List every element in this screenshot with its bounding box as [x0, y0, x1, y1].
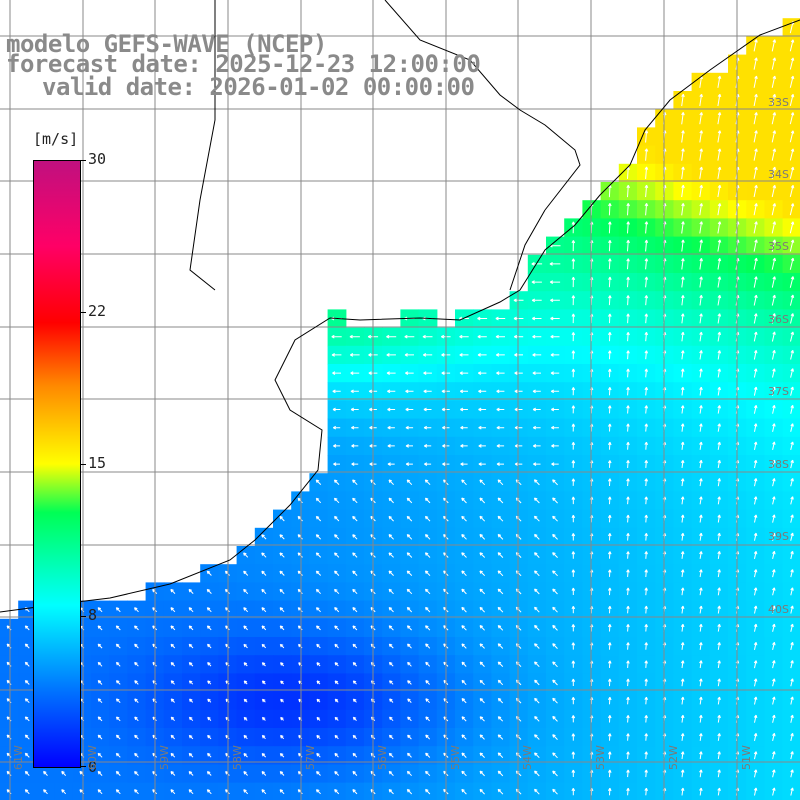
lon-label-61w: 61W: [12, 745, 25, 770]
lat-label-33s: 33S: [768, 96, 789, 109]
colorbar-tick-8: 8: [88, 606, 98, 624]
border-line: [189, 0, 216, 291]
border-line: [509, 209, 546, 291]
colorbar-tickmark: [80, 160, 86, 161]
lat-label-35s: 35S: [768, 240, 789, 253]
lon-label-60w: 60W: [86, 745, 99, 770]
lon-label-51w: 51W: [740, 745, 753, 770]
coastline: [0, 19, 800, 613]
colorbar-tickmark: [80, 766, 86, 767]
lon-label-54w: 54W: [521, 745, 534, 770]
colorbar-tick-22: 22: [88, 302, 107, 320]
lat-label-34s: 34S: [768, 168, 789, 181]
lon-label-58w: 58W: [231, 745, 244, 770]
lon-label-55w: 55W: [449, 745, 462, 770]
colorbar-tick-30: 30: [88, 150, 107, 168]
colorbar-tick-15: 15: [88, 454, 107, 472]
lat-label-39s: 39S: [768, 530, 789, 543]
lon-label-57w: 57W: [304, 745, 317, 770]
forecast-date: forecast date: 2025-12-23 12:00:00: [6, 50, 481, 78]
colorbar-tickmark: [80, 464, 86, 465]
colorbar-tickmark: [80, 312, 86, 313]
lon-label-53w: 53W: [594, 745, 607, 770]
lat-label-38s: 38S: [768, 458, 789, 471]
lat-label-37s: 37S: [768, 385, 789, 398]
lat-label-40s: 40S: [768, 603, 789, 616]
colorbar-tickmark: [80, 616, 86, 617]
speed-cells: [0, 18, 800, 800]
lat-label-36s: 36S: [768, 313, 789, 326]
colorbar-unit: [m/s]: [33, 130, 79, 148]
lon-label-56w: 56W: [376, 745, 389, 770]
wind-arrows: [6, 21, 795, 796]
border-line: [384, 0, 581, 211]
model-title: modelo GEFS-WAVE (NCEP): [6, 30, 327, 58]
colorbar-tick-0: 0: [88, 758, 98, 776]
lon-label-52w: 52W: [667, 745, 680, 770]
lon-label-59w: 59W: [158, 745, 171, 770]
colorbar: [33, 160, 81, 768]
valid-date: valid date: 2026-01-02 00:00:00: [42, 73, 475, 101]
